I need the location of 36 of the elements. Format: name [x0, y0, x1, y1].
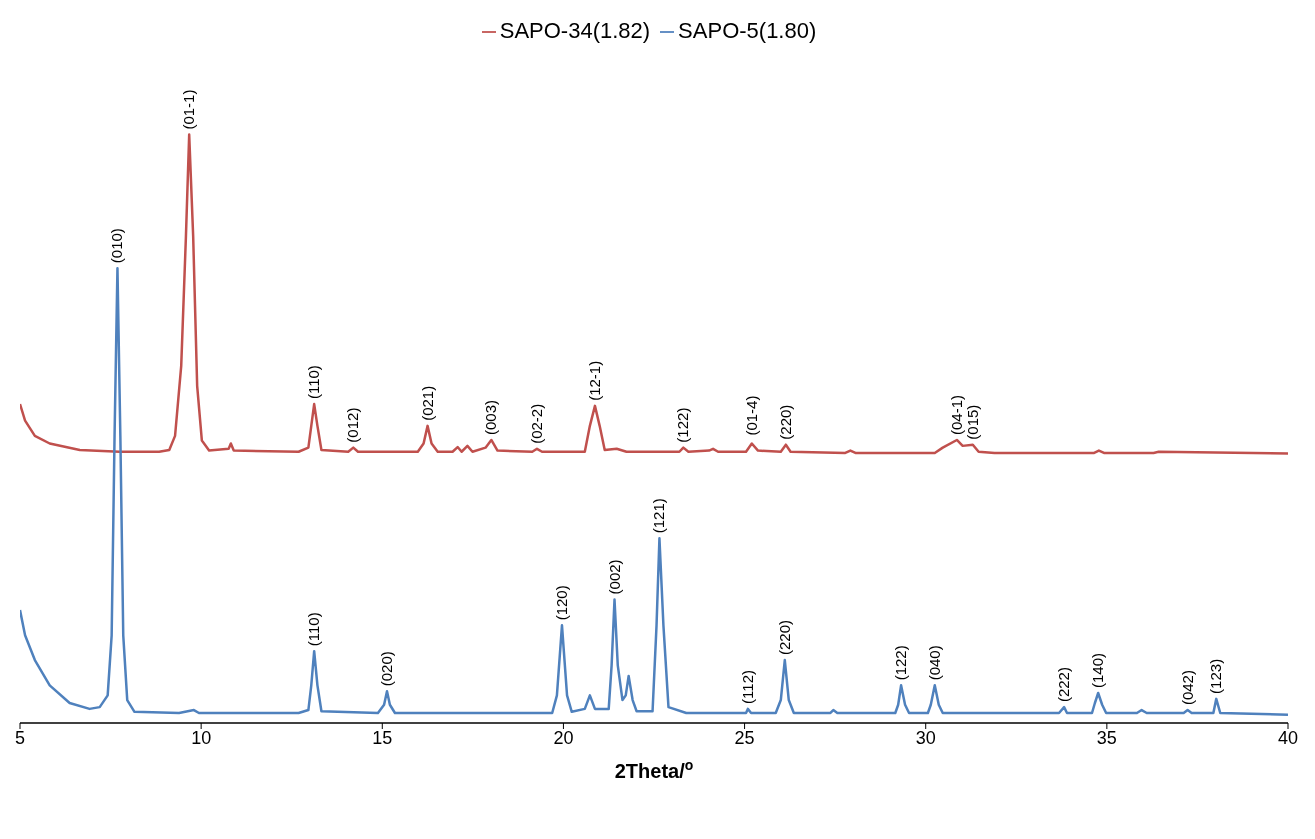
annotation: (042): [1178, 670, 1196, 706]
annotation: (021): [418, 385, 436, 421]
x-axis-title: 2Theta/$^{o}$: [614, 757, 694, 782]
annotation: (123): [1207, 658, 1225, 694]
annotation: (010): [108, 228, 126, 264]
annotation: (01-1): [180, 89, 198, 130]
annotation: (220): [775, 620, 793, 656]
x-tick-label: 20: [553, 727, 574, 748]
annotation: (140): [1089, 652, 1107, 688]
x-tick-label: 35: [1096, 727, 1117, 748]
annotation: (012): [344, 407, 362, 443]
annotation: (110): [305, 365, 323, 400]
x-tick-label: 10: [191, 727, 212, 748]
annotation: (003): [482, 399, 500, 435]
x-tick-label: 40: [1277, 727, 1299, 748]
annotation: (122): [892, 645, 910, 681]
x-tick-label: 5: [14, 727, 26, 748]
annotation: (110): [305, 612, 323, 647]
annotation: (122): [674, 407, 692, 443]
legend-label: SAPO-34(1.82): [499, 18, 651, 43]
annotation: (040): [925, 645, 943, 681]
annotation: (04-1): [947, 394, 965, 435]
x-tick-label: 25: [734, 727, 755, 748]
annotation: (002): [605, 559, 623, 595]
annotation: (12-1): [585, 360, 603, 401]
annotation: (120): [552, 585, 570, 621]
annotation: (01-4): [742, 395, 760, 436]
annotation: (02-2): [527, 403, 545, 444]
annotation: (222): [1055, 667, 1073, 703]
legend-label: SAPO-5(1.80): [678, 18, 817, 43]
x-tick-label: 15: [372, 727, 393, 748]
annotation: (121): [650, 498, 668, 534]
annotation: (220): [776, 404, 794, 440]
annotation: (020): [378, 651, 395, 687]
x-tick-label: 30: [915, 727, 936, 748]
annotation: (112): [738, 669, 756, 704]
